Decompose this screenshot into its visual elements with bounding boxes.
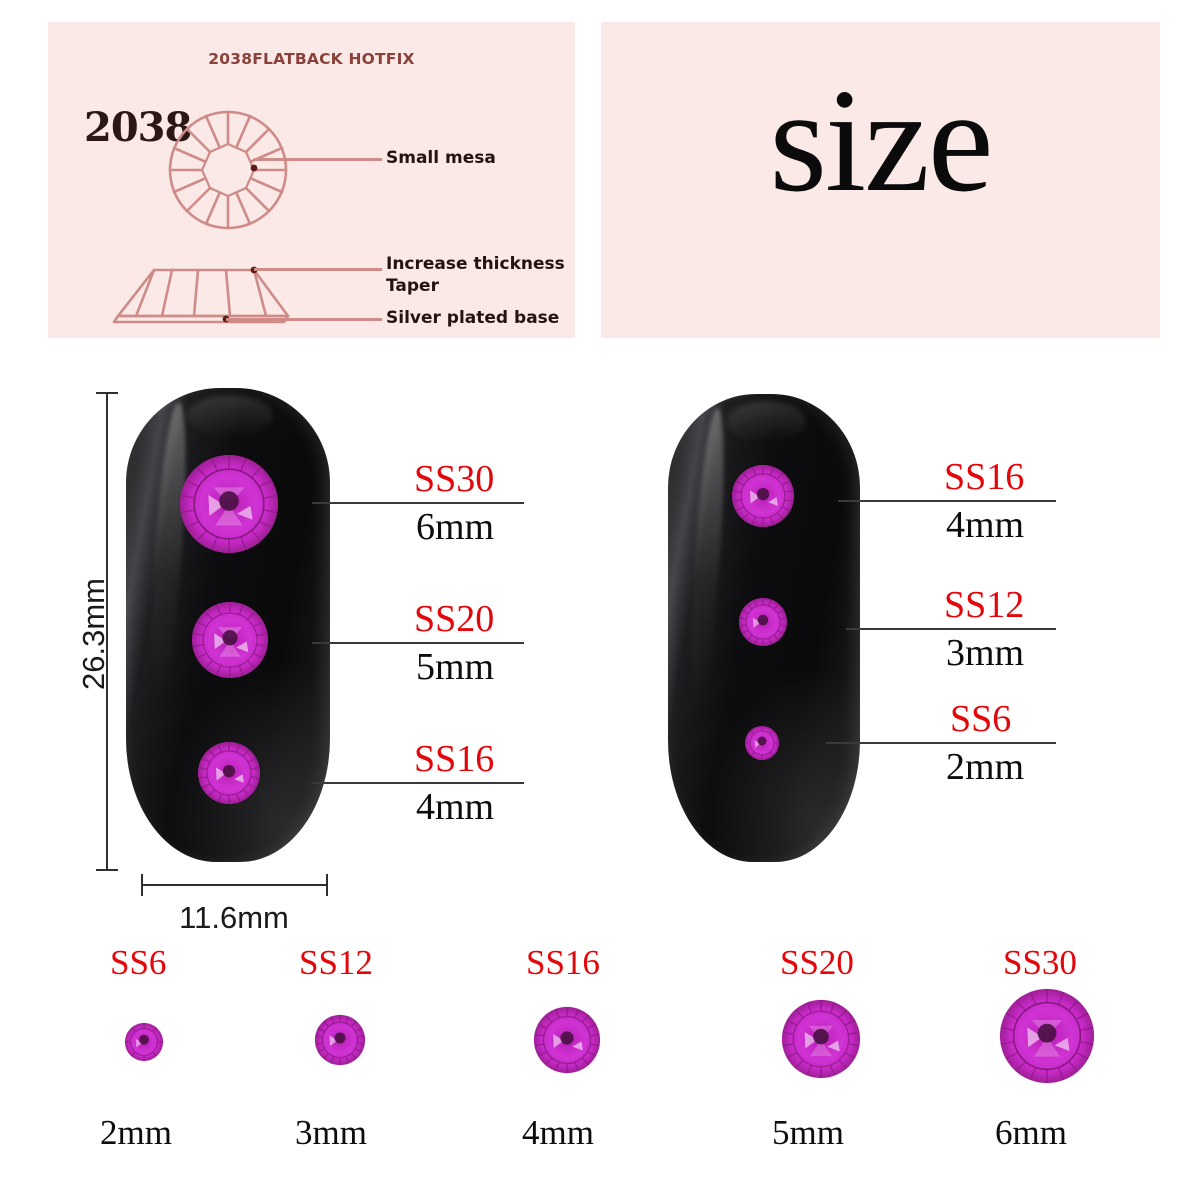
scale-item-ss16: SS16 [522, 945, 662, 1160]
width-dim-line [141, 884, 327, 886]
size-title-panel: size [601, 22, 1160, 338]
callout-left-ss20-rule [312, 642, 524, 644]
scale-item-ss12-mm: 3mm [295, 1113, 367, 1152]
scale-item-ss30-mm: 6mm [995, 1113, 1067, 1152]
gem-scale-ss16 [534, 1007, 600, 1073]
product-structure-panel: 2038FLATBACK HOTFIX 2038 [48, 22, 575, 338]
rhinestone-top-view-icon [168, 110, 288, 230]
callout-left-ss20: SS20 5mm [312, 598, 524, 686]
gem-scale-ss6 [125, 1023, 163, 1061]
leader-stub-right-ss6 [826, 742, 860, 744]
callout-right-ss16-size: SS16 [944, 456, 1025, 498]
scale-item-ss30: SS30 [995, 945, 1135, 1160]
callout-right-ss12-rule [856, 628, 1056, 630]
gem-ss12-on-nail-right [739, 598, 787, 646]
callout-right-ss12: SS12 3mm [856, 584, 1056, 672]
callout-right-ss16: SS16 4mm [856, 456, 1056, 544]
model-number-label: 2038 [84, 104, 192, 151]
increase-thickness-label: Increase thickness [386, 254, 565, 274]
silver-plated-base-label: Silver plated base [386, 308, 560, 328]
gem-ss16-on-nail-right [732, 465, 794, 527]
callout-left-ss16: SS16 4mm [312, 738, 524, 826]
small-mesa-label: Small mesa [386, 148, 496, 168]
scale-item-ss20-mm: 5mm [772, 1113, 844, 1152]
scale-item-ss30-label: SS30 [1003, 943, 1077, 982]
panel-heading: 2038FLATBACK HOTFIX [208, 50, 415, 68]
callout-left-ss16-mm: 4mm [416, 786, 495, 828]
callout-left-ss30-size: SS30 [414, 458, 495, 500]
callout-right-ss6-rule [856, 742, 1056, 744]
taper-label: Taper [386, 276, 439, 296]
width-dim-cap-right [326, 874, 328, 896]
callout-left-ss30-mm: 6mm [416, 506, 495, 548]
increase-thickness-leader-line [254, 268, 382, 271]
small-mesa-anchor-dot [250, 164, 258, 172]
gem-scale-ss12 [315, 1015, 365, 1065]
leader-stub-right-ss12 [846, 628, 860, 630]
scale-item-ss12-label: SS12 [299, 943, 373, 982]
callout-left-ss30-rule [312, 502, 524, 504]
height-dim-line [106, 392, 108, 870]
callout-left-ss20-size: SS20 [414, 598, 495, 640]
callout-left-ss16-rule [312, 782, 524, 784]
scale-item-ss6-label: SS6 [110, 943, 167, 982]
gem-ss16-on-nail [198, 742, 260, 804]
callout-left-ss30: SS30 6mm [312, 458, 524, 546]
scale-item-ss6: SS6 2mm [100, 945, 240, 1160]
size-word: size [769, 59, 993, 223]
small-mesa-leader-line [254, 158, 382, 161]
callout-right-ss6-mm: 2mm [946, 746, 1025, 788]
scale-item-ss16-mm: 4mm [522, 1113, 594, 1152]
scale-item-ss12: SS12 3mm [295, 945, 435, 1160]
height-dim-cap-bottom [96, 869, 118, 871]
callout-right-ss16-mm: 4mm [946, 504, 1025, 546]
nail-left-top-highlight [187, 395, 273, 438]
callout-right-ss12-size: SS12 [944, 584, 1025, 626]
gem-ss20-on-nail [192, 602, 268, 678]
scale-item-ss20-label: SS20 [780, 943, 854, 982]
callout-left-ss20-mm: 5mm [416, 646, 495, 688]
gem-ss6-on-nail-right [745, 726, 779, 760]
scale-item-ss6-mm: 2mm [100, 1113, 172, 1152]
nail-right-top-highlight [725, 401, 807, 444]
leader-stub-right-ss16 [838, 500, 860, 502]
callout-right-ss12-mm: 3mm [946, 632, 1025, 674]
callout-right-ss6-size: SS6 [950, 698, 1012, 740]
scale-item-ss16-label: SS16 [526, 943, 600, 982]
callout-left-ss16-size: SS16 [414, 738, 495, 780]
callout-right-ss6: SS6 2mm [856, 698, 1056, 786]
nail-height-label: 26.3mm [76, 578, 111, 690]
gem-scale-ss20 [782, 1000, 860, 1078]
gem-scale-ss30 [1000, 989, 1094, 1083]
callout-right-ss16-rule [856, 500, 1056, 502]
silver-plated-base-leader-line [226, 318, 382, 321]
nail-width-label: 11.6mm [179, 900, 289, 935]
gem-ss30-on-nail [180, 455, 278, 553]
scale-item-ss20: SS20 [772, 945, 912, 1160]
